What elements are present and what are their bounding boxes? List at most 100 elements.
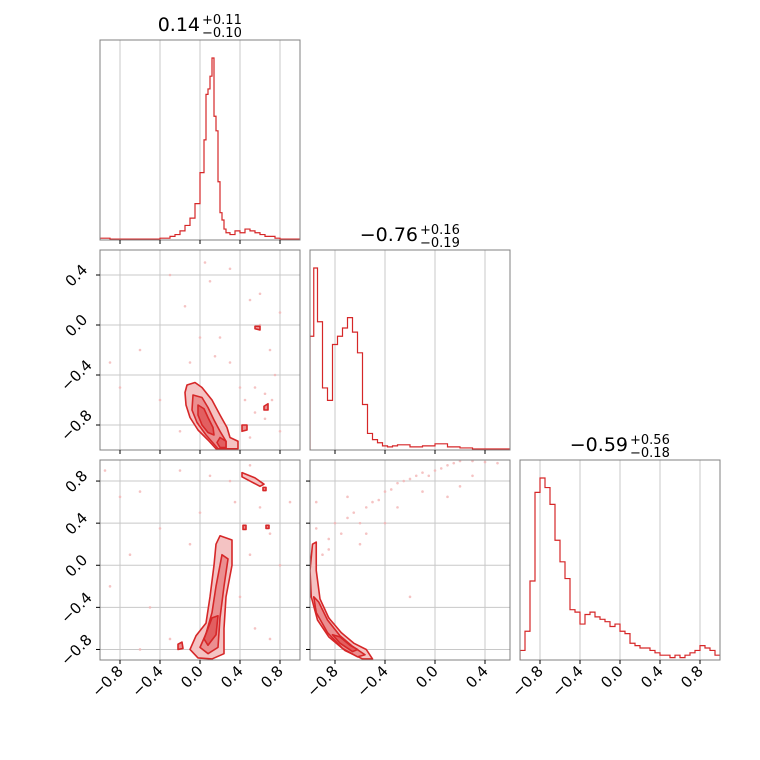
sample-point bbox=[128, 553, 132, 557]
sample-point bbox=[253, 627, 257, 630]
sample-point bbox=[118, 386, 122, 389]
y-tick-label: 0.0 bbox=[62, 551, 92, 581]
sample-point bbox=[103, 469, 107, 472]
contour-mid bbox=[199, 553, 229, 655]
sample-point bbox=[228, 479, 232, 483]
title-param-3-minus: −0.18 bbox=[630, 446, 670, 461]
sample-point bbox=[248, 463, 252, 467]
contour-inner bbox=[197, 404, 215, 436]
sample-point bbox=[178, 429, 182, 433]
sample-point bbox=[148, 606, 152, 609]
x-tick-label: 0.0 bbox=[177, 662, 207, 692]
sample-point bbox=[188, 542, 192, 546]
panel-2-0 bbox=[99, 459, 301, 661]
sample-point bbox=[208, 474, 212, 478]
sample-point bbox=[333, 521, 337, 525]
panel-frame bbox=[309, 249, 511, 451]
x-tick-label: −0.4 bbox=[353, 662, 391, 700]
sample-point bbox=[278, 311, 282, 314]
sample-point bbox=[263, 392, 267, 396]
sample-point bbox=[253, 411, 257, 414]
panel-2-1 bbox=[309, 459, 511, 661]
panel-1-1 bbox=[309, 249, 511, 451]
contour-mid bbox=[262, 486, 267, 492]
sample-point bbox=[458, 460, 462, 463]
sample-point bbox=[243, 398, 247, 402]
sample-point bbox=[183, 304, 187, 308]
y-tick-label: −0.8 bbox=[57, 406, 95, 444]
contour-mid bbox=[312, 596, 366, 658]
sample-point bbox=[314, 527, 318, 530]
sample-point bbox=[396, 481, 399, 485]
sample-point bbox=[389, 488, 393, 491]
sample-point bbox=[346, 516, 349, 520]
title-param-2-minus: −0.19 bbox=[420, 236, 460, 251]
sample-point bbox=[346, 495, 349, 499]
sample-point bbox=[421, 471, 424, 474]
sample-point bbox=[452, 461, 456, 465]
contour-mid bbox=[265, 524, 270, 530]
sample-point bbox=[446, 463, 449, 467]
sample-point bbox=[248, 298, 252, 302]
sample-point bbox=[178, 469, 182, 472]
contour-mid bbox=[242, 524, 247, 531]
contour-mid bbox=[177, 641, 184, 651]
sample-point bbox=[203, 261, 207, 264]
sample-point bbox=[278, 563, 282, 567]
sample-point bbox=[327, 537, 331, 541]
contour-inner bbox=[216, 436, 227, 449]
sample-point bbox=[138, 490, 142, 493]
sample-point bbox=[248, 553, 252, 557]
y-tick-label: 0.4 bbox=[62, 509, 92, 539]
sample-point bbox=[268, 348, 272, 352]
sample-point bbox=[258, 292, 262, 296]
sample-point bbox=[228, 267, 232, 271]
sample-point bbox=[364, 532, 368, 535]
sample-point bbox=[268, 532, 272, 535]
sample-point bbox=[471, 474, 474, 478]
sample-point bbox=[483, 460, 487, 464]
sample-point bbox=[233, 500, 237, 504]
panel-frame bbox=[309, 459, 511, 661]
panels bbox=[99, 39, 721, 661]
title-param-1-minus: −0.10 bbox=[202, 26, 242, 41]
density-layer bbox=[103, 463, 292, 660]
y-tick-label: 0.4 bbox=[62, 261, 92, 291]
contour-inner bbox=[331, 633, 359, 653]
sample-point bbox=[118, 495, 122, 499]
contour-mid bbox=[263, 402, 269, 411]
panel-2-2 bbox=[519, 459, 721, 661]
x-tick-label: 0.8 bbox=[677, 662, 707, 692]
axes-ticks: −0.8 −0.4 0.0 0.4 0.8−0.8−0.40.00.4−0.8 −0.4 0… bbox=[57, 240, 707, 701]
sample-point bbox=[414, 474, 418, 478]
y-tick-label: 0.8 bbox=[62, 467, 92, 497]
sample-point bbox=[458, 485, 462, 488]
contour-outer bbox=[241, 471, 265, 488]
sample-point bbox=[439, 467, 443, 470]
sample-point bbox=[327, 548, 331, 551]
sample-point bbox=[433, 469, 437, 472]
sample-point bbox=[268, 637, 272, 641]
sample-point bbox=[408, 595, 412, 599]
sample-point bbox=[158, 527, 162, 530]
sample-point bbox=[371, 500, 374, 504]
sample-point bbox=[228, 361, 232, 364]
x-tick-label: −0.8 bbox=[88, 662, 126, 700]
x-tick-label: 0.0 bbox=[597, 662, 627, 692]
histogram-step-line bbox=[520, 477, 720, 660]
sample-point bbox=[408, 477, 412, 481]
x-tick-label: 0.4 bbox=[637, 662, 667, 692]
contour-mid bbox=[241, 424, 248, 433]
sample-point bbox=[263, 417, 267, 421]
sample-point bbox=[238, 386, 242, 389]
density-layer bbox=[108, 261, 282, 450]
y-tick-label: 0.0 bbox=[62, 311, 92, 341]
sample-point bbox=[446, 495, 449, 499]
sample-point bbox=[198, 511, 202, 514]
x-tick-label: −0.4 bbox=[128, 662, 166, 700]
sample-point bbox=[358, 542, 362, 546]
sample-point bbox=[471, 460, 474, 463]
title-param-3-plus: +0.56 bbox=[630, 433, 670, 448]
x-tick-label: −0.4 bbox=[548, 662, 586, 700]
sample-point bbox=[168, 637, 172, 641]
